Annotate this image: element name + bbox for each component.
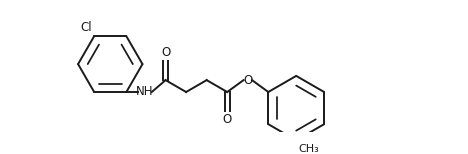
Text: O: O — [161, 46, 170, 59]
Text: CH₃: CH₃ — [298, 144, 319, 154]
Text: NH: NH — [136, 85, 154, 99]
Text: Cl: Cl — [80, 21, 92, 34]
Text: O: O — [243, 74, 252, 87]
Text: O: O — [223, 113, 232, 126]
